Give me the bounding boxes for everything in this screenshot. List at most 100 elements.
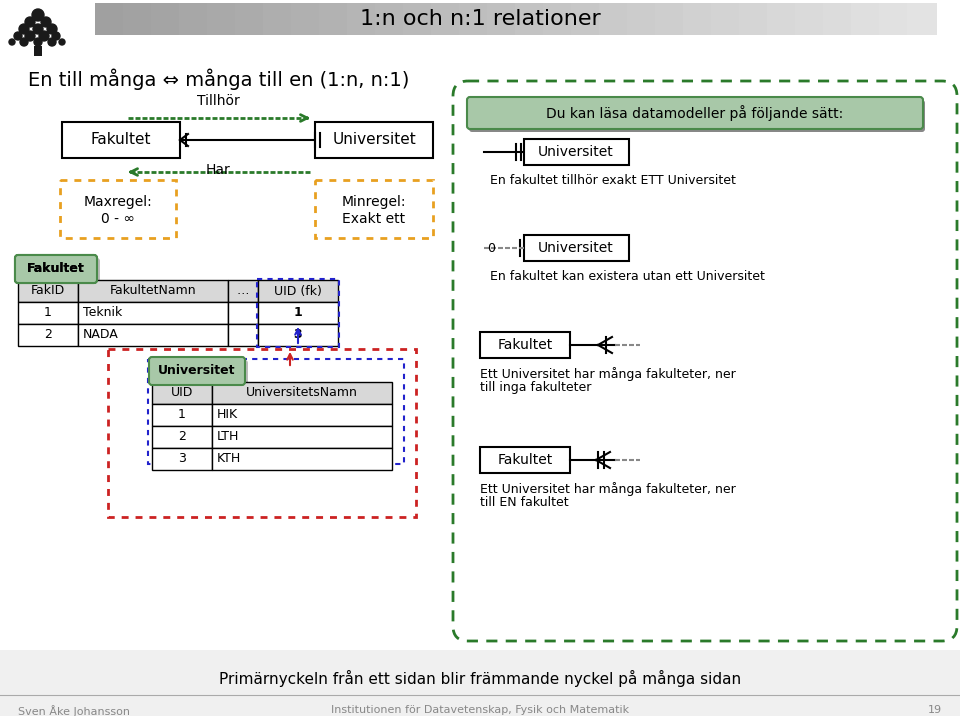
Text: Har: Har bbox=[205, 163, 230, 177]
Text: Universitet: Universitet bbox=[539, 241, 613, 255]
Bar bbox=[599, 3, 629, 35]
Text: Fakultet: Fakultet bbox=[497, 453, 553, 467]
Circle shape bbox=[25, 17, 35, 27]
Bar bbox=[524, 139, 629, 165]
Text: Du kan läsa datamodeller på följande sätt:: Du kan läsa datamodeller på följande sät… bbox=[546, 105, 844, 121]
Bar bbox=[108, 349, 416, 517]
Bar bbox=[212, 404, 392, 426]
Bar bbox=[152, 404, 212, 426]
Bar bbox=[78, 324, 228, 346]
Circle shape bbox=[14, 32, 22, 40]
Bar bbox=[212, 426, 392, 448]
FancyBboxPatch shape bbox=[15, 255, 97, 283]
Bar bbox=[151, 3, 181, 35]
Bar bbox=[263, 3, 293, 35]
Text: Ett Universitet har många fakulteter, ner: Ett Universitet har många fakulteter, ne… bbox=[480, 482, 735, 496]
Bar bbox=[655, 3, 685, 35]
Text: Maxregel:: Maxregel: bbox=[84, 195, 153, 209]
Circle shape bbox=[9, 39, 15, 45]
Text: Institutionen för Datavetenskap, Fysik och Matematik: Institutionen för Datavetenskap, Fysik o… bbox=[331, 705, 629, 715]
Circle shape bbox=[34, 38, 42, 46]
FancyBboxPatch shape bbox=[469, 100, 925, 132]
Text: Teknik: Teknik bbox=[83, 306, 122, 319]
Bar bbox=[0, 650, 960, 716]
Text: 1:n och n:1 relationer: 1:n och n:1 relationer bbox=[360, 9, 600, 29]
Bar bbox=[152, 448, 212, 470]
Circle shape bbox=[52, 32, 60, 40]
Bar bbox=[403, 3, 433, 35]
Bar bbox=[78, 280, 228, 302]
Text: FakultetNamn: FakultetNamn bbox=[109, 284, 196, 298]
Text: UID: UID bbox=[171, 387, 193, 400]
Bar bbox=[123, 3, 153, 35]
Bar bbox=[375, 3, 405, 35]
Bar bbox=[258, 324, 338, 346]
Text: FakID: FakID bbox=[31, 284, 65, 298]
Bar bbox=[524, 235, 629, 261]
Bar bbox=[228, 302, 258, 324]
Circle shape bbox=[20, 38, 28, 46]
Text: NADA: NADA bbox=[83, 329, 119, 342]
FancyBboxPatch shape bbox=[15, 255, 97, 283]
Bar bbox=[683, 3, 713, 35]
Bar bbox=[823, 3, 853, 35]
Bar bbox=[78, 302, 228, 324]
Text: UniversitetsNamn: UniversitetsNamn bbox=[246, 387, 358, 400]
Circle shape bbox=[48, 38, 56, 46]
Text: 1: 1 bbox=[44, 306, 52, 319]
Bar bbox=[18, 280, 78, 302]
Circle shape bbox=[59, 39, 65, 45]
Bar bbox=[711, 3, 741, 35]
Text: UID (fk): UID (fk) bbox=[274, 284, 322, 298]
Bar bbox=[795, 3, 825, 35]
Text: Sven Åke Johansson: Sven Åke Johansson bbox=[18, 705, 130, 716]
Bar bbox=[179, 3, 209, 35]
Bar bbox=[18, 302, 78, 324]
Bar bbox=[235, 3, 265, 35]
Circle shape bbox=[39, 31, 49, 41]
Text: LTH: LTH bbox=[217, 430, 239, 443]
Bar bbox=[258, 302, 338, 324]
Text: En fakultet kan existera utan ett Universitet: En fakultet kan existera utan ett Univer… bbox=[490, 270, 765, 283]
Text: 3: 3 bbox=[294, 329, 302, 342]
Bar bbox=[459, 3, 489, 35]
Text: Universitet: Universitet bbox=[158, 364, 236, 377]
Text: Minregel:: Minregel: bbox=[342, 195, 406, 209]
FancyBboxPatch shape bbox=[18, 258, 100, 286]
Bar bbox=[487, 3, 517, 35]
Bar bbox=[62, 122, 180, 158]
Bar bbox=[207, 3, 237, 35]
Bar bbox=[543, 3, 573, 35]
Text: Ett Universitet har många fakulteter, ner: Ett Universitet har många fakulteter, ne… bbox=[480, 367, 735, 381]
Bar bbox=[571, 3, 601, 35]
FancyBboxPatch shape bbox=[152, 360, 248, 388]
Text: 1: 1 bbox=[294, 306, 302, 319]
Bar bbox=[152, 426, 212, 448]
Bar bbox=[480, 332, 570, 358]
Bar bbox=[34, 46, 42, 56]
Text: 19: 19 bbox=[928, 705, 942, 715]
Bar bbox=[315, 122, 433, 158]
Circle shape bbox=[25, 31, 35, 41]
Text: Tillhör: Tillhör bbox=[197, 94, 239, 108]
Circle shape bbox=[33, 24, 43, 34]
Bar bbox=[212, 382, 392, 404]
Text: KTH: KTH bbox=[217, 453, 241, 465]
Text: 3: 3 bbox=[178, 453, 186, 465]
Bar bbox=[228, 280, 258, 302]
FancyBboxPatch shape bbox=[149, 357, 245, 385]
Text: Fakultet: Fakultet bbox=[27, 263, 84, 276]
Bar bbox=[431, 3, 461, 35]
Bar bbox=[851, 3, 881, 35]
Bar bbox=[767, 3, 797, 35]
Text: Universitet: Universitet bbox=[539, 145, 613, 159]
Text: HIK: HIK bbox=[217, 409, 238, 422]
Bar bbox=[515, 3, 545, 35]
Circle shape bbox=[19, 24, 29, 34]
Bar bbox=[347, 3, 377, 35]
Text: 2: 2 bbox=[178, 430, 186, 443]
Text: Fakultet: Fakultet bbox=[497, 338, 553, 352]
Circle shape bbox=[32, 9, 44, 21]
Text: 1: 1 bbox=[178, 409, 186, 422]
Text: 0 - ∞: 0 - ∞ bbox=[101, 212, 135, 226]
